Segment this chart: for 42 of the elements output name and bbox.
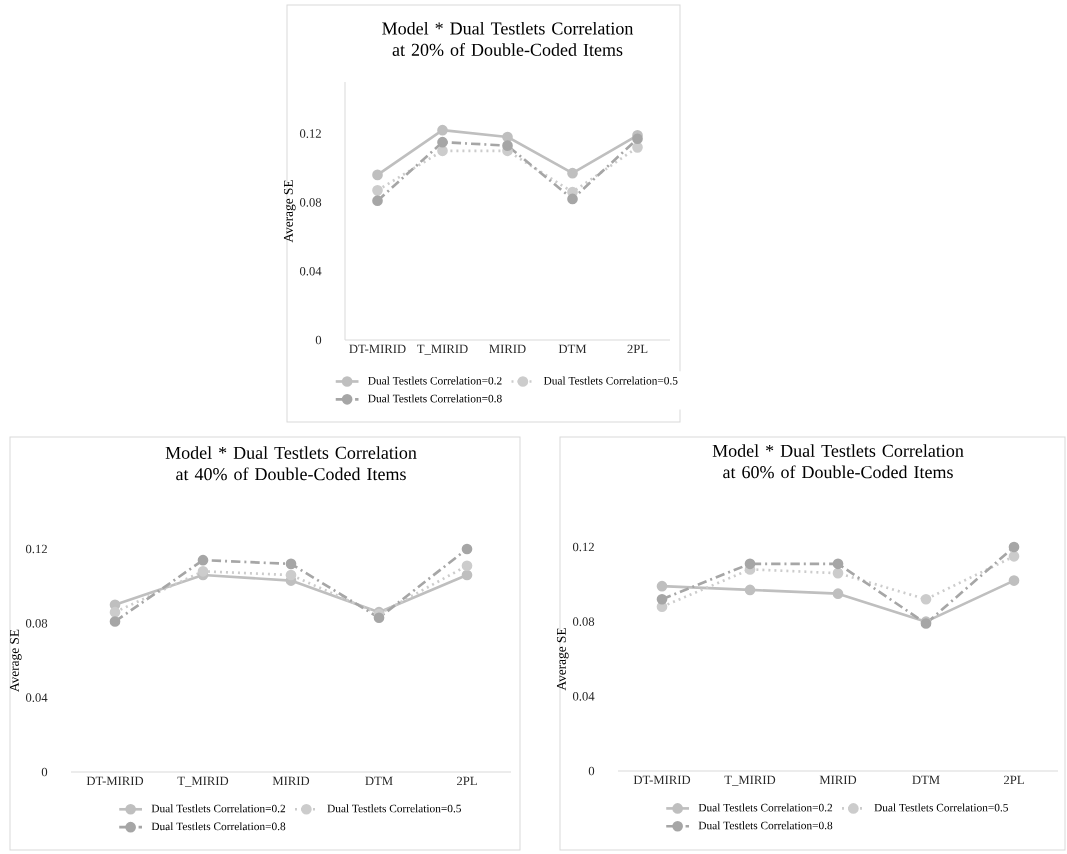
legend-label: Dual Testlets Correlation=0.2 [698, 803, 833, 812]
x-tick-label: DT-MIRID [86, 776, 144, 786]
legend-label: Dual Testlets Correlation=0.2 [368, 376, 502, 385]
y-tick-label: 0 [315, 335, 322, 345]
y-tick-label: 0.12 [572, 542, 594, 552]
x-tick-label: 2PL [1004, 775, 1024, 785]
x-tick-label: DT-MIRID [349, 344, 406, 354]
legend-label: Dual Testlets Correlation=0.5 [327, 804, 461, 813]
x-tick-label: DTM [912, 775, 940, 785]
legend-label: Dual Testlets Correlation=0.5 [543, 376, 678, 385]
legend-label: Dual Testlets Correlation=0.8 [151, 822, 286, 831]
y-axis-title: Average SE [556, 628, 569, 691]
x-tick-label: T_MIRID [724, 775, 776, 786]
chart-title: Model * Dual Testlets Correlation at 60% of Double-Coded Items [712, 444, 964, 479]
x-tick-label: MIRID [272, 776, 310, 786]
legend-label: Dual Testlets Correlation=0.5 [874, 803, 1008, 812]
x-tick-label: DTM [365, 776, 393, 786]
legend-label: Dual Testlets Correlation=0.8 [368, 394, 502, 403]
y-tick-label: 0.12 [299, 129, 321, 138]
x-tick-label: T_MIRID [177, 776, 229, 787]
x-tick-label: DT-MIRID [633, 775, 691, 785]
x-tick-label: T_MIRID [417, 344, 468, 355]
x-tick-label: DTM [558, 344, 587, 354]
y-axis-title: Average SE [283, 180, 296, 243]
y-tick-label: 0.04 [299, 266, 322, 276]
y-tick-label: 0.08 [572, 617, 595, 626]
y-tick-label: 0.08 [25, 619, 48, 628]
x-tick-label: 2PL [627, 344, 648, 354]
y-tick-label: 0.08 [299, 198, 322, 207]
y-tick-label: 0.12 [25, 544, 47, 554]
y-tick-label: 0 [588, 766, 595, 776]
y-tick-label: 0.04 [25, 693, 48, 702]
legend-label: Dual Testlets Correlation=0.8 [698, 821, 833, 830]
x-tick-label: MIRID [489, 344, 526, 354]
y-axis-title: Average SE [9, 629, 22, 692]
y-tick-label: 0 [41, 767, 48, 777]
x-tick-label: 2PL [457, 776, 477, 786]
legend-label: Dual Testlets Correlation=0.2 [151, 804, 286, 813]
chart-title: Model * Dual Testlets Correlation at 40% of Double-Coded Items [165, 446, 417, 481]
x-tick-label: MIRID [819, 775, 857, 785]
chart-title: Model * Dual Testlets Correlation at 20% of Double-Coded Items [382, 21, 634, 56]
y-tick-label: 0.04 [572, 692, 595, 701]
